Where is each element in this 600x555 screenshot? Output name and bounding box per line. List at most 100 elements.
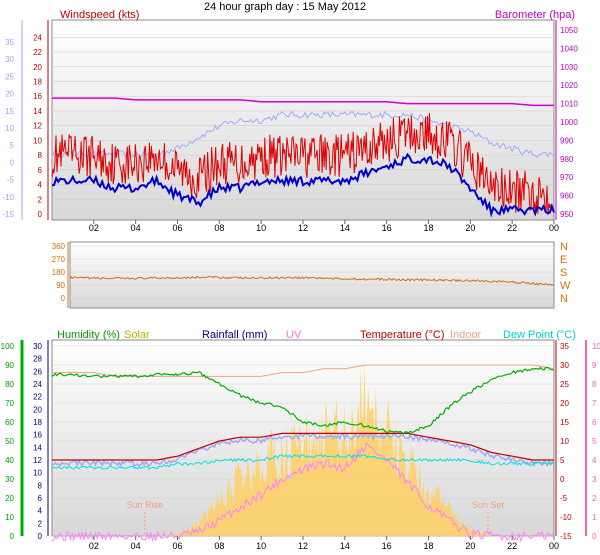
solar-legend: Solar xyxy=(124,329,150,341)
uv-tick-label: 5 xyxy=(592,437,597,446)
direction-panel xyxy=(69,241,555,309)
x-tick-label: 14 xyxy=(340,223,350,233)
rainfall-tick-label: 18 xyxy=(33,418,42,427)
barometer-tick-label: 960 xyxy=(560,192,574,201)
x-tick-label: 00 xyxy=(549,541,559,551)
windspeed-legend: Windspeed (kts) xyxy=(60,9,139,21)
rainfall-tick-label: 28 xyxy=(33,355,42,364)
x-tick-label: 20 xyxy=(465,223,475,233)
humidity-tick-label: 60 xyxy=(5,418,14,427)
x-tick-label: 08 xyxy=(214,223,224,233)
barometer-tick-label: 1000 xyxy=(560,118,578,127)
barometer-tick-label: 1050 xyxy=(560,26,578,35)
x-tick-label: 16 xyxy=(382,541,392,551)
barometer-tick-label: 1020 xyxy=(560,81,578,90)
uv-tick-label: 9 xyxy=(592,361,597,370)
x-tick-label: 04 xyxy=(131,223,141,233)
x-tick-label: 02 xyxy=(89,541,99,551)
sunset-label: Sun Set xyxy=(472,500,505,510)
x-tick-label: 12 xyxy=(298,223,308,233)
temperature-band-line xyxy=(51,432,555,468)
barometer-tick-label: 950 xyxy=(560,210,574,219)
barometer-tick-label: 980 xyxy=(560,155,574,164)
temperature-tick-label: -5 xyxy=(560,494,568,503)
barometer-tick-label: 1040 xyxy=(560,44,578,53)
temperature-legend: Temperature (°C) xyxy=(360,329,444,341)
temperature-tick-label: 0 xyxy=(560,475,565,484)
wind-average-line xyxy=(51,152,555,218)
wind-tick-label: 18 xyxy=(33,78,42,87)
temperature-line xyxy=(52,432,554,461)
barometer-tick-label: 970 xyxy=(560,173,574,182)
uv-tick-label: 0 xyxy=(592,532,597,541)
humidity-tick-label: 70 xyxy=(5,399,14,408)
wind-tick-label: 0 xyxy=(38,210,43,219)
uv-tick-label: 10 xyxy=(592,342,600,351)
panel1-far-tick-label: 20 xyxy=(5,90,14,99)
uv-tick-label: 7 xyxy=(592,399,597,408)
x-tick-label: 04 xyxy=(131,541,141,551)
wind-tick-label: 2 xyxy=(38,195,43,204)
rainfall-tick-label: 12 xyxy=(33,456,42,465)
barometer-line xyxy=(52,97,554,107)
uv-tick-label: 4 xyxy=(592,456,597,465)
humidity-tick-label: 0 xyxy=(10,532,15,541)
indoor-line xyxy=(52,364,555,377)
sunrise-label: Sun Rise xyxy=(127,500,164,510)
barometer-tick-label: 990 xyxy=(560,136,574,145)
x-tick-label: 16 xyxy=(382,223,392,233)
humidity-legend: Humidity (%) xyxy=(57,329,120,341)
dewpoint-legend: Dew Point (°C) xyxy=(503,329,576,341)
humidity-tick-label: 10 xyxy=(5,513,14,522)
wind-tick-label: 10 xyxy=(33,136,42,145)
x-tick-label: 22 xyxy=(507,223,517,233)
temperature-tick-label: 5 xyxy=(560,456,565,465)
uv-tick-label: 2 xyxy=(592,494,597,503)
temperature-tick-label: 20 xyxy=(560,399,569,408)
humidity-tick-label: 90 xyxy=(5,361,14,370)
rainfall-tick-label: 6 xyxy=(38,494,43,503)
direction-tick-label: 90 xyxy=(56,281,65,290)
direction-tick-label: 180 xyxy=(52,268,66,277)
x-tick-label: 22 xyxy=(507,541,517,551)
rainfall-tick-label: 20 xyxy=(33,405,42,414)
rainfall-tick-label: 10 xyxy=(33,469,42,478)
x-tick-label: 12 xyxy=(298,541,308,551)
panel1-far-tick-label: 5 xyxy=(10,141,15,150)
x-tick-label: 10 xyxy=(256,541,266,551)
panel1-far-tick-label: 0 xyxy=(10,158,15,167)
x-tick-label: 02 xyxy=(89,223,99,233)
x-tick-label: 08 xyxy=(214,541,224,551)
rainfall-tick-label: 14 xyxy=(33,443,42,452)
rainfall-tick-label: 22 xyxy=(33,393,42,402)
uv-tick-label: 3 xyxy=(592,475,597,484)
compass-label: N xyxy=(560,293,568,305)
humidity-line xyxy=(51,366,555,435)
uv-tick-label: 8 xyxy=(592,380,597,389)
humidity-tick-label: 50 xyxy=(5,437,14,446)
indoor-legend: Indoor xyxy=(450,329,482,341)
rainfall-tick-label: 2 xyxy=(38,519,43,528)
x-tick-label: 18 xyxy=(423,223,433,233)
rainfall-legend: Rainfall (mm) xyxy=(202,329,267,341)
x-tick-label: 10 xyxy=(256,223,266,233)
barometer-tick-label: 1030 xyxy=(560,63,578,72)
wind-tick-label: 4 xyxy=(38,181,43,190)
barometer-legend: Barometer (hpa) xyxy=(495,9,575,21)
barometer-tick-label: 1010 xyxy=(560,100,578,109)
panel1-far-tick-label: 15 xyxy=(5,107,14,116)
temperature-tick-label: 25 xyxy=(560,380,569,389)
wind-panel xyxy=(51,19,555,221)
panel1-far-tick-label: 35 xyxy=(5,38,14,47)
temperature-tick-label: 35 xyxy=(560,342,569,351)
rainfall-tick-label: 16 xyxy=(33,431,42,440)
temperature-tick-label: -15 xyxy=(560,532,572,541)
x-tick-label: 18 xyxy=(423,541,433,551)
direction-tick-label: 360 xyxy=(52,242,66,251)
compass-label: W xyxy=(560,280,571,292)
panel1-far-tick-label: 10 xyxy=(5,124,14,133)
rainfall-tick-label: 8 xyxy=(38,481,43,490)
solar-area xyxy=(52,358,554,536)
uv-tick-label: 6 xyxy=(592,418,597,427)
